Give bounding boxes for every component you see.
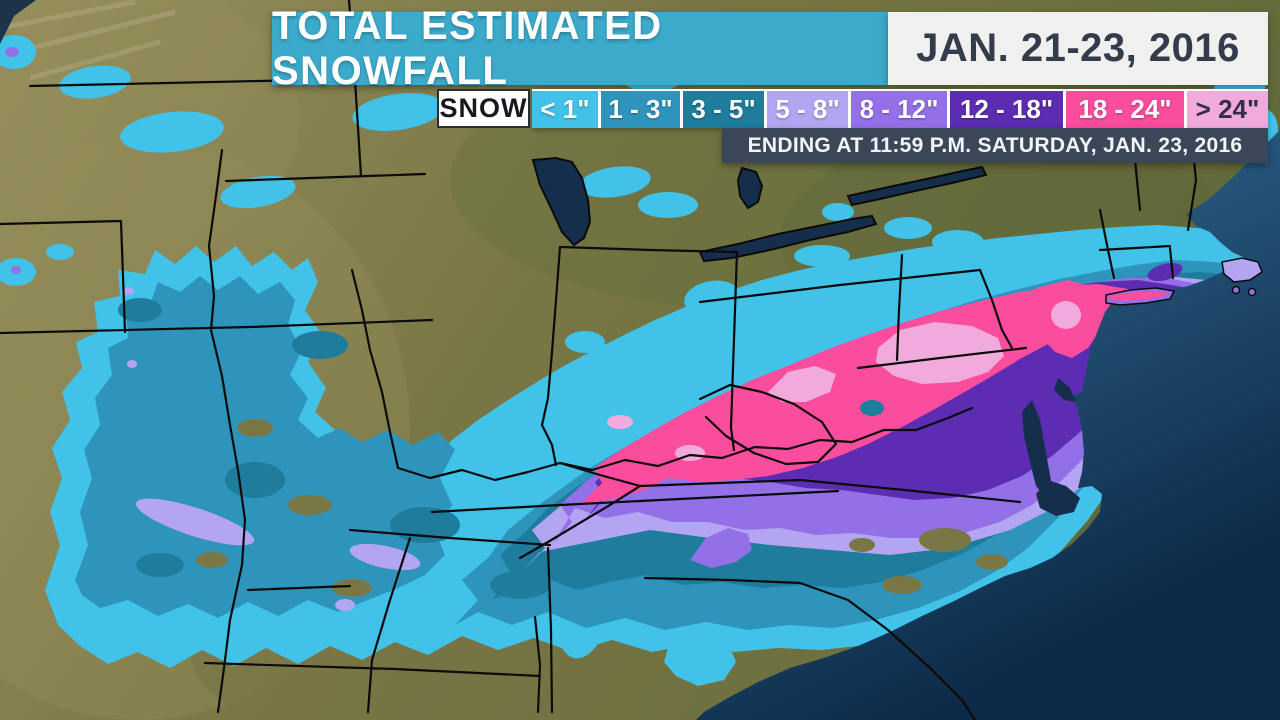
pamlico-sound <box>1036 480 1080 516</box>
legend-bins: < 1" 1 - 3" 3 - 5" 5 - 8" 8 - 12" 12 - 18" 18 … <box>532 89 1268 128</box>
snow-accents <box>196 400 1008 597</box>
valid-time-banner: ENDING AT 11:59 P.M. SATURDAY, JAN. 23, … <box>722 128 1268 163</box>
cape-cod <box>1221 257 1263 283</box>
legend-bin-1: < 1" <box>532 91 598 128</box>
chesapeake-bay <box>1022 400 1052 498</box>
lake-huron <box>736 166 764 210</box>
valid-time-text: ENDING AT 11:59 P.M. SATURDAY, JAN. 23, … <box>747 133 1243 157</box>
title-banner: TOTAL ESTIMATED SNOWFALL <box>272 4 888 93</box>
lake-erie <box>698 214 878 263</box>
state-borders <box>0 0 1198 720</box>
great-lakes <box>531 156 988 263</box>
lake-michigan <box>531 156 592 247</box>
legend-bin-8: > 24" <box>1184 91 1268 128</box>
legend-title: SNOW <box>437 89 530 128</box>
lake-ontario <box>846 165 988 207</box>
atlantic-ocean <box>696 130 1280 720</box>
long-island-snow-band <box>1107 291 1167 301</box>
legend-bin-2: 1 - 3" <box>598 91 680 128</box>
legend-bin-3: 3 - 5" <box>680 91 764 128</box>
map-corner-water <box>0 0 36 44</box>
legend-bin-7: 18 - 24" <box>1063 91 1184 128</box>
page-title: TOTAL ESTIMATED SNOWFALL <box>272 3 663 93</box>
date-range: JAN. 21-23, 2016 <box>916 26 1240 70</box>
coastal-islands <box>1105 257 1263 306</box>
legend-bin-4: 5 - 8" <box>764 91 848 128</box>
legend-bin-6: 12 - 18" <box>947 91 1063 128</box>
legend-bin-5: 8 - 12" <box>848 91 947 128</box>
snow-layer-gt24in <box>607 301 1081 461</box>
legend: SNOW <box>437 89 530 128</box>
delaware-bay <box>1054 378 1076 402</box>
date-banner: JAN. 21-23, 2016 <box>888 12 1268 85</box>
